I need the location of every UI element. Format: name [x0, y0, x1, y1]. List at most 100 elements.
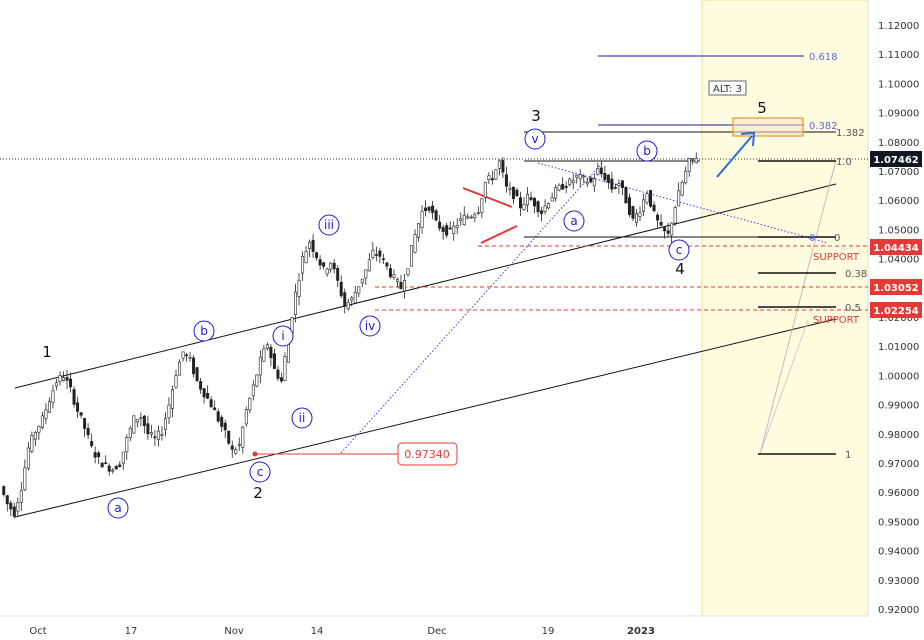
projection-zone	[701, 0, 869, 617]
y-tick-label: 1.11000	[878, 50, 919, 61]
fib-label-038: 0.38	[845, 269, 867, 280]
candle-body	[237, 444, 241, 446]
candle-body	[111, 469, 115, 472]
candle-body	[620, 180, 624, 188]
fib-label-0382: 0.382	[809, 121, 838, 132]
minor-label-i: i	[281, 329, 284, 343]
candle-body	[504, 174, 508, 187]
candle-body	[557, 184, 561, 191]
candle-body	[79, 412, 83, 416]
channel-lower	[14, 318, 837, 518]
candle-body	[392, 274, 396, 278]
minor-label-v: v	[531, 132, 538, 146]
candle-body	[631, 206, 635, 219]
candle-body	[156, 430, 160, 440]
candle-body	[350, 297, 354, 301]
candle-body	[487, 175, 491, 180]
candle-body	[90, 441, 94, 447]
dotted-trend-1	[340, 161, 604, 454]
projection-arrow-head	[740, 131, 756, 147]
candle-body	[185, 354, 189, 357]
price-tags: 1.07462 1.04434 1.03052 1.02254	[870, 151, 922, 318]
candle-body	[181, 351, 185, 359]
x-tick-14-nov: 14	[311, 626, 324, 637]
candle-body	[494, 169, 498, 180]
candle-body	[645, 193, 649, 203]
price-axis-ticks: 1.12000 1.11000 1.10000 1.09000 1.08000 1.070…	[878, 21, 919, 616]
candle-body	[533, 197, 537, 207]
candle-body	[192, 357, 196, 375]
candle-body	[515, 189, 519, 197]
y-tick-label: 1.05000	[878, 225, 919, 236]
candle-body	[265, 344, 269, 349]
candle-body	[564, 186, 568, 188]
candle-body	[227, 430, 231, 444]
candle-body	[30, 435, 34, 452]
candle-body	[339, 281, 343, 297]
candle-body	[241, 426, 245, 448]
minor-label-a1: a	[114, 501, 121, 515]
level-tag-c-text: 1.02254	[873, 306, 919, 317]
candle-body	[100, 462, 104, 468]
projection-guide-2	[759, 319, 809, 455]
candle-body	[121, 451, 125, 464]
candle-body	[462, 214, 466, 225]
candle-body	[97, 452, 101, 458]
fib-label-05: 0.5	[845, 303, 861, 314]
candle-body	[311, 239, 315, 252]
candle-body	[62, 377, 66, 381]
candle-body	[315, 252, 319, 259]
candle-body	[234, 449, 238, 454]
candle-body	[86, 428, 90, 436]
candle-body	[575, 174, 579, 178]
candle-body	[603, 173, 607, 180]
wedge-top	[462, 187, 513, 208]
candle-body	[670, 222, 674, 236]
candle-body	[399, 281, 403, 290]
candle-body	[202, 388, 206, 398]
candle-body	[188, 356, 192, 359]
y-tick-label: 0.96000	[878, 488, 919, 499]
candle-body	[276, 369, 280, 379]
candle-body	[114, 465, 118, 470]
fib-label-0a: 0	[809, 233, 815, 244]
candle-body	[596, 168, 600, 175]
candle-body	[357, 286, 361, 294]
candle-body	[497, 160, 501, 169]
support-label-1: SUPPORT	[813, 252, 860, 263]
candle-body	[673, 207, 677, 224]
fib-label-10: 1.0	[836, 157, 852, 168]
candle-body	[518, 197, 522, 209]
candle-body	[16, 502, 20, 512]
minor-label-a2: a	[570, 214, 577, 228]
candle-body	[44, 409, 48, 419]
candle-body	[694, 158, 698, 163]
candle-body	[627, 197, 631, 215]
candle-body	[336, 268, 340, 281]
candle-body	[244, 409, 248, 425]
candlestick-series	[2, 152, 698, 519]
candle-body	[135, 419, 139, 423]
minor-label-b1: b	[200, 324, 208, 338]
candle-body	[589, 177, 593, 183]
candle-body	[146, 423, 150, 435]
minor-label-c2: c	[676, 243, 683, 257]
candle-body	[413, 234, 417, 253]
candle-body	[364, 269, 368, 279]
candle-body	[543, 205, 547, 212]
candle-body	[216, 411, 220, 422]
dotted-trend-2	[537, 162, 829, 244]
candle-body	[381, 258, 385, 260]
wave-label-4: 4	[675, 260, 685, 278]
y-tick-label: 1.02000	[878, 313, 919, 324]
candle-body	[568, 178, 572, 186]
level-tag-c	[870, 302, 922, 318]
level-tag-b-text: 1.03052	[873, 283, 919, 294]
fib-label-1382: 1.382	[836, 128, 865, 139]
candle-body	[283, 356, 287, 381]
candle-body	[441, 227, 445, 232]
candle-body	[554, 187, 558, 199]
y-tick-label: 1.00000	[878, 371, 919, 382]
candle-body	[51, 390, 55, 404]
y-tick-label: 1.01000	[878, 342, 919, 353]
